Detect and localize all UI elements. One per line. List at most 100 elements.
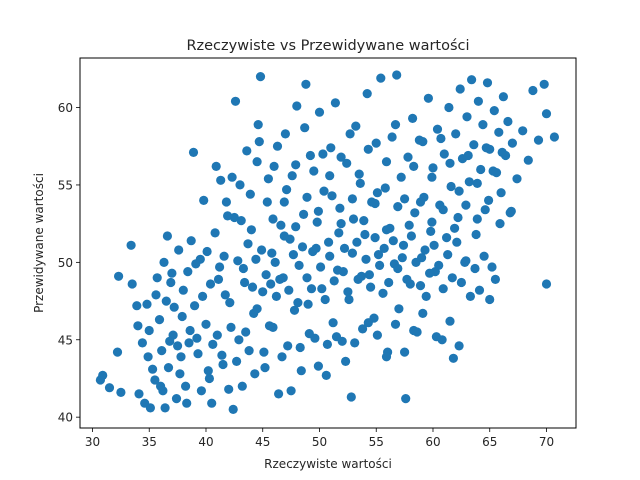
y-tick-label: 60 bbox=[58, 101, 73, 115]
data-point bbox=[370, 198, 380, 209]
data-point bbox=[254, 137, 264, 147]
data-point bbox=[406, 231, 416, 241]
data-point bbox=[478, 120, 488, 130]
data-point bbox=[325, 251, 335, 261]
data-point bbox=[175, 369, 185, 379]
data-point bbox=[428, 163, 438, 173]
data-point bbox=[193, 349, 203, 359]
data-point bbox=[418, 137, 428, 147]
data-point bbox=[495, 219, 505, 229]
data-point bbox=[463, 150, 473, 161]
data-point bbox=[104, 383, 115, 393]
data-point bbox=[114, 271, 124, 281]
data-point bbox=[322, 339, 332, 349]
data-point bbox=[219, 251, 229, 261]
data-point bbox=[384, 277, 394, 288]
data-point bbox=[177, 311, 187, 322]
data-point bbox=[233, 256, 243, 266]
data-point bbox=[257, 245, 267, 255]
data-point bbox=[154, 315, 165, 325]
data-point bbox=[454, 341, 464, 351]
data-point bbox=[318, 149, 328, 159]
data-point bbox=[294, 260, 304, 270]
data-point bbox=[232, 356, 242, 366]
data-point bbox=[498, 92, 508, 102]
data-point bbox=[152, 273, 162, 283]
data-point bbox=[313, 206, 323, 216]
data-point bbox=[503, 116, 513, 127]
data-point bbox=[348, 214, 359, 224]
data-point bbox=[363, 318, 373, 328]
data-point bbox=[410, 208, 420, 218]
data-point bbox=[330, 98, 340, 108]
data-point bbox=[327, 191, 337, 201]
data-point bbox=[302, 192, 312, 202]
data-point bbox=[316, 262, 326, 272]
data-point bbox=[429, 240, 439, 250]
data-point bbox=[400, 347, 410, 357]
data-point bbox=[461, 200, 471, 210]
data-point bbox=[263, 174, 273, 184]
data-point bbox=[506, 206, 516, 216]
data-point bbox=[342, 158, 352, 168]
data-point bbox=[182, 398, 192, 408]
data-point bbox=[289, 305, 300, 315]
data-point bbox=[464, 177, 474, 187]
data-point bbox=[270, 257, 280, 267]
data-point bbox=[338, 267, 348, 277]
data-point bbox=[272, 141, 283, 151]
data-point bbox=[387, 132, 397, 142]
data-point bbox=[403, 152, 413, 162]
data-point bbox=[339, 243, 350, 253]
data-point bbox=[245, 189, 255, 199]
data-point bbox=[350, 338, 360, 348]
data-point bbox=[203, 366, 213, 376]
data-point bbox=[271, 291, 281, 301]
data-point bbox=[438, 284, 448, 294]
data-points bbox=[95, 70, 560, 414]
data-point bbox=[456, 277, 466, 288]
data-point bbox=[252, 304, 262, 314]
data-point bbox=[372, 330, 382, 340]
data-point bbox=[523, 155, 533, 165]
data-point bbox=[481, 143, 491, 153]
data-point bbox=[267, 248, 277, 258]
data-point bbox=[202, 246, 212, 257]
data-point bbox=[207, 398, 217, 408]
data-point bbox=[143, 352, 153, 362]
data-point bbox=[445, 316, 455, 326]
data-point bbox=[167, 268, 177, 278]
data-point bbox=[144, 325, 154, 336]
data-point bbox=[345, 129, 355, 139]
data-point bbox=[160, 403, 170, 413]
x-tick-label: 55 bbox=[369, 435, 384, 449]
y-tick-label: 50 bbox=[58, 256, 73, 270]
data-point bbox=[401, 394, 411, 404]
data-point bbox=[142, 299, 152, 309]
data-point bbox=[497, 147, 507, 157]
data-point bbox=[305, 150, 315, 161]
data-point bbox=[390, 120, 401, 130]
data-point bbox=[309, 166, 319, 176]
data-point bbox=[528, 85, 538, 96]
data-point bbox=[325, 171, 335, 181]
data-point bbox=[376, 73, 386, 83]
data-point bbox=[306, 284, 317, 294]
data-point bbox=[378, 288, 388, 298]
data-point bbox=[173, 341, 183, 351]
data-point bbox=[192, 333, 202, 343]
data-point bbox=[344, 294, 354, 305]
data-point bbox=[304, 329, 314, 339]
data-point bbox=[162, 231, 172, 241]
chart-title: Rzeczywiste vs Przewidywane wartości bbox=[186, 38, 469, 54]
data-point bbox=[277, 352, 287, 362]
data-point bbox=[178, 285, 188, 295]
data-point bbox=[418, 308, 428, 318]
data-point bbox=[301, 79, 311, 89]
data-point bbox=[235, 180, 245, 190]
data-point bbox=[269, 161, 279, 171]
x-tick-label: 35 bbox=[142, 435, 157, 449]
data-point bbox=[210, 228, 220, 238]
data-point bbox=[436, 133, 446, 144]
